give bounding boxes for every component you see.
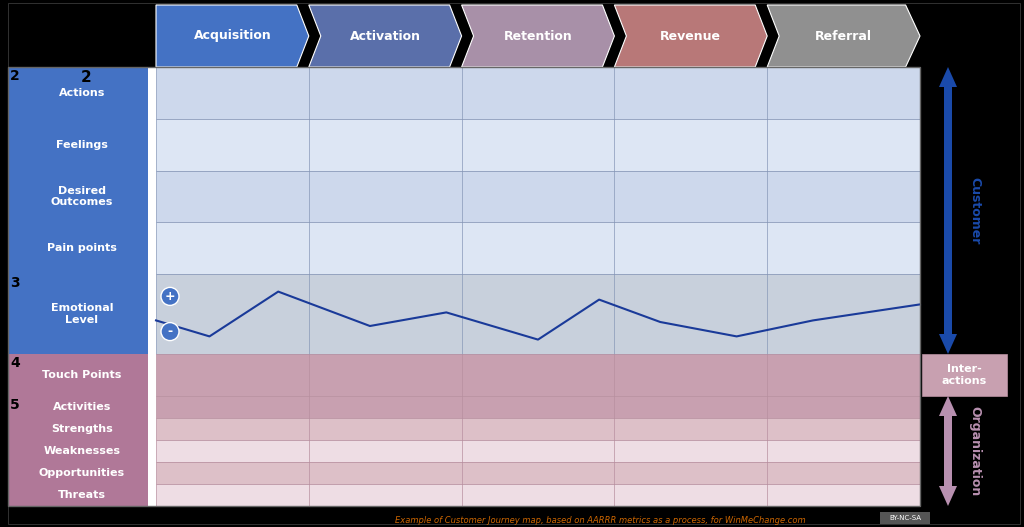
Text: Touch Points: Touch Points (42, 370, 122, 380)
Text: -: - (168, 325, 173, 338)
Bar (156, 67, 920, 119)
Text: Revenue: Revenue (660, 30, 721, 43)
Text: Activities: Activities (53, 402, 112, 412)
Text: 2: 2 (10, 69, 19, 83)
Bar (922, 354, 1007, 396)
Polygon shape (309, 5, 462, 67)
Text: Weaknesses: Weaknesses (43, 446, 121, 456)
Text: BY-NC-SA: BY-NC-SA (889, 515, 921, 521)
Bar (156, 274, 920, 354)
Polygon shape (939, 396, 957, 506)
Text: Retention: Retention (504, 30, 572, 43)
Bar (156, 462, 920, 484)
Bar (8, 67, 920, 506)
Text: Feelings: Feelings (56, 140, 108, 150)
Polygon shape (614, 5, 767, 67)
Bar (156, 418, 920, 440)
Text: Threats: Threats (58, 490, 106, 500)
Text: Desired
Outcomes: Desired Outcomes (51, 186, 114, 207)
Polygon shape (939, 67, 957, 354)
Bar (156, 119, 920, 171)
Polygon shape (767, 5, 920, 67)
Polygon shape (462, 5, 614, 67)
Bar (156, 171, 920, 222)
Bar (8, 67, 920, 506)
Bar (8, 67, 148, 354)
Bar (156, 354, 920, 396)
Bar (156, 484, 920, 506)
Text: Opportunities: Opportunities (39, 468, 125, 478)
Text: Actions: Actions (58, 88, 105, 98)
Circle shape (161, 323, 179, 340)
Text: Emotional
Level: Emotional Level (51, 303, 114, 325)
Text: 2: 2 (81, 70, 91, 85)
Bar (880, 512, 930, 524)
Bar (8, 354, 148, 506)
Text: Inter-
actions: Inter- actions (942, 364, 987, 386)
Text: 3: 3 (10, 276, 19, 290)
Text: Acquisition: Acquisition (194, 30, 271, 43)
Bar (156, 440, 920, 462)
Text: Activation: Activation (350, 30, 421, 43)
Text: Example of Customer Journey map, based on AARRR metrics as a process, for WinMeC: Example of Customer Journey map, based o… (394, 516, 805, 525)
Text: +: + (165, 290, 175, 303)
Text: Strengths: Strengths (51, 424, 113, 434)
Text: 1: 1 (137, 28, 148, 44)
Text: Pain points: Pain points (47, 243, 117, 253)
Bar (156, 222, 920, 274)
Polygon shape (156, 5, 309, 67)
Circle shape (161, 287, 179, 306)
Text: 4: 4 (10, 356, 19, 370)
Text: Referral: Referral (815, 30, 872, 43)
Bar (156, 396, 920, 418)
Text: 5: 5 (10, 398, 19, 412)
Text: Organization: Organization (969, 406, 981, 496)
Text: Customer: Customer (969, 177, 981, 244)
